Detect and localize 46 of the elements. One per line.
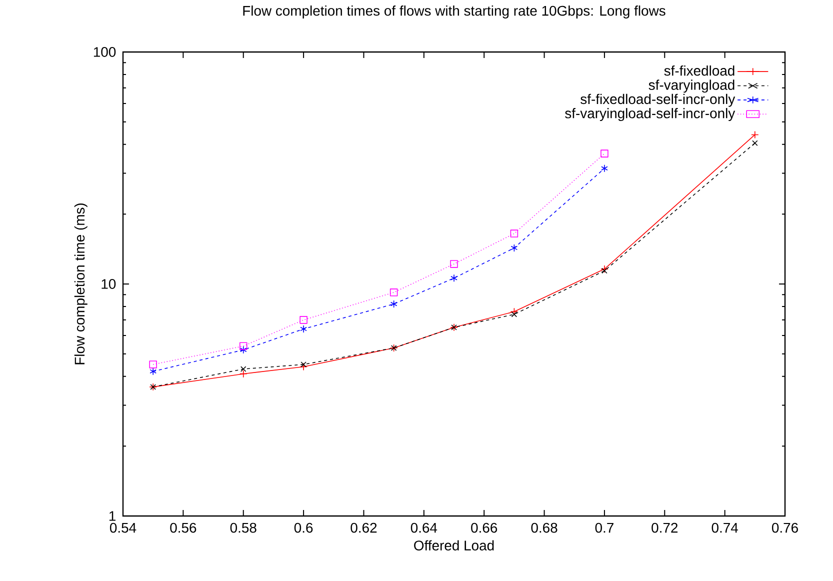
point <box>239 370 248 378</box>
point <box>511 311 518 318</box>
y-tick-label: 100 <box>94 47 116 57</box>
x-tick-label: 0.72 <box>652 522 678 533</box>
point <box>510 244 518 252</box>
x-tick-label: 0.68 <box>531 522 558 533</box>
legend-label: sf-fixedload <box>664 65 734 76</box>
x-tick-label: 0.6 <box>294 522 313 533</box>
point <box>600 265 608 273</box>
point <box>600 150 608 158</box>
chart-title: Flow completion times of flows with starting rate 10Gbps: Long flows <box>243 5 666 18</box>
point <box>390 300 398 308</box>
y-tick-label: 10 <box>102 279 116 289</box>
x-tick-label: 0.66 <box>471 522 498 533</box>
x-tick-label: 0.64 <box>410 522 438 533</box>
point <box>300 316 308 324</box>
point <box>300 362 306 368</box>
point <box>602 268 608 274</box>
point <box>150 368 157 376</box>
x-tick-label: 0.7 <box>595 522 614 533</box>
point <box>450 260 458 268</box>
point <box>300 325 307 333</box>
point <box>240 366 246 372</box>
point <box>510 308 518 316</box>
x-tick-label: 0.58 <box>230 522 256 533</box>
x-tick-label: 0.54 <box>110 522 136 533</box>
y-axis-title: Flow completion time (ms) <box>74 204 88 364</box>
legend-label: sf-fixedload-self-incr-only <box>580 94 736 107</box>
legend-label: sf-varyingload-self-incr-only <box>565 108 736 122</box>
point <box>510 230 518 238</box>
point <box>450 274 458 282</box>
point <box>601 164 608 172</box>
x-axis-title: Offered Load <box>414 540 494 550</box>
point <box>390 288 398 296</box>
legend-label: sf-varyingload <box>648 80 734 93</box>
x-tick-label: 0.62 <box>350 522 377 533</box>
x-tick-label: 0.74 <box>712 522 738 533</box>
y-tick-label: 1 <box>109 511 116 521</box>
x-tick-label: 0.56 <box>170 522 196 533</box>
x-tick-label: 0.76 <box>772 522 798 533</box>
point <box>751 130 759 139</box>
point <box>752 140 758 146</box>
point <box>149 360 157 368</box>
point <box>240 346 247 354</box>
point <box>239 342 248 350</box>
point <box>300 362 308 371</box>
